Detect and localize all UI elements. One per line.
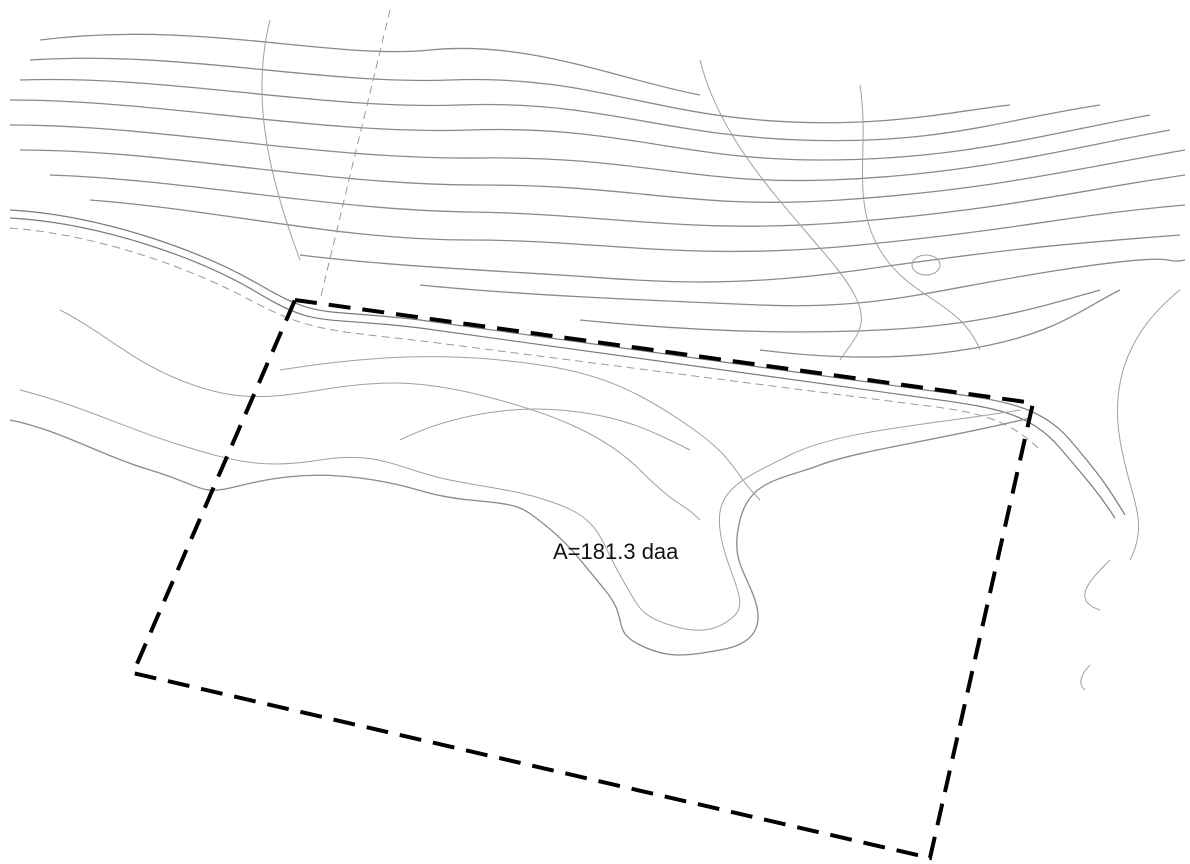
- contour: [9, 99, 1151, 161]
- road: [9, 209, 1126, 519]
- road-edge: [9, 217, 1116, 519]
- contour: [29, 57, 1011, 124]
- contour: [579, 289, 1101, 333]
- road-margin: [9, 227, 1041, 451]
- contour: [89, 199, 1186, 253]
- area-label: A=181.3 daa: [553, 539, 679, 564]
- contour: [859, 84, 981, 351]
- coastline-inner: [19, 389, 1021, 631]
- contour: [9, 124, 1171, 182]
- contour: [261, 19, 301, 261]
- contour: [1117, 289, 1181, 561]
- contour: [279, 356, 761, 501]
- area-boundary: [130, 297, 1036, 861]
- contour: [1084, 559, 1111, 611]
- contour: [911, 254, 941, 276]
- contour-lines: [9, 9, 1186, 691]
- road-edge: [9, 209, 1126, 516]
- contour: [1080, 664, 1091, 691]
- contour: [19, 149, 1186, 203]
- coastline: [9, 417, 1031, 656]
- contour: [299, 234, 1181, 283]
- shoreline: [9, 309, 1031, 656]
- contour: [419, 258, 1186, 307]
- contour: [699, 59, 862, 361]
- contour: [59, 309, 701, 521]
- contour: [39, 33, 701, 96]
- contour: [759, 289, 1121, 358]
- contour: [49, 174, 1186, 227]
- contour: [399, 408, 691, 451]
- contour: [19, 78, 1101, 142]
- boundary-line: [319, 9, 391, 301]
